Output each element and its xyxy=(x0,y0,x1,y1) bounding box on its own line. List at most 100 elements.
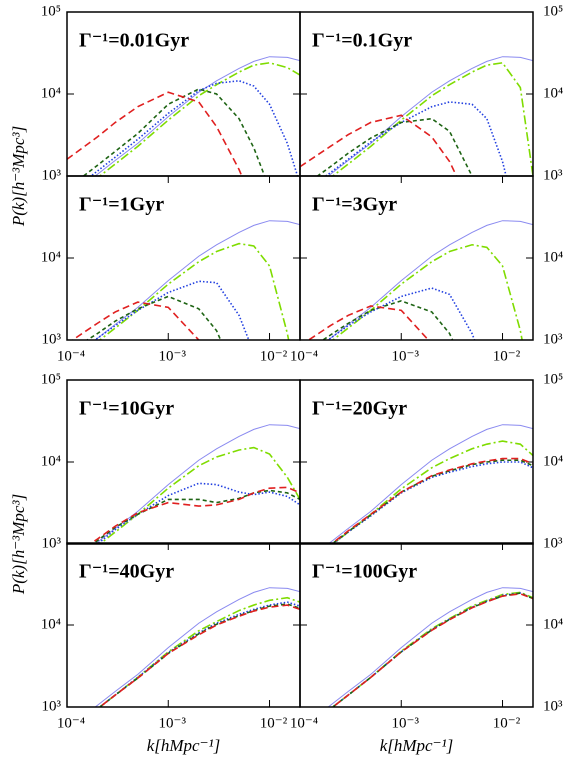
y-tick-label: 10⁴ xyxy=(543,616,563,632)
series-line xyxy=(331,243,523,340)
y-tick-label: 10³ xyxy=(42,331,62,347)
x-tick-label: 10⁻² xyxy=(260,715,288,731)
panel: 10³ 10⁴ 10⁵ Γ⁻¹=0.01Gyr P(k)[h⁻³Mpc³] xyxy=(9,3,301,227)
series-line xyxy=(331,591,533,707)
y-tick-label: 10³ xyxy=(42,698,62,714)
y-tick-label: 10⁴ xyxy=(41,249,61,265)
x-tick-label: 10⁻² xyxy=(493,348,521,364)
series-line xyxy=(327,220,533,340)
series-line xyxy=(330,459,533,544)
x-tick-label: 10⁻⁴ xyxy=(57,348,85,364)
panel-title: Γ⁻¹=0.01Gyr xyxy=(79,30,189,52)
panel-title: Γ⁻¹=10Gyr xyxy=(79,398,174,420)
y-axis-label: P(k)[h⁻³Mpc³] xyxy=(9,126,28,227)
x-tick-label: 10⁻⁴ xyxy=(290,715,318,731)
series-line xyxy=(94,220,300,340)
series-line xyxy=(98,604,300,707)
y-tick-label: 10⁵ xyxy=(41,3,61,19)
series-line xyxy=(330,457,533,544)
series-line xyxy=(331,440,533,544)
series-line xyxy=(98,62,300,176)
y-tick-label: 10⁴ xyxy=(543,453,563,469)
y-tick-label: 10⁴ xyxy=(543,249,563,265)
x-tick-label: 10⁻⁴ xyxy=(57,715,85,731)
series-line xyxy=(327,424,533,544)
series-line xyxy=(67,91,243,176)
y-tick-label: 10³ xyxy=(543,698,563,714)
series-line xyxy=(91,489,300,544)
series-line xyxy=(326,287,476,340)
y-tick-label: 10⁴ xyxy=(41,453,61,469)
panel-title: Γ⁻¹=40Gyr xyxy=(79,561,174,583)
series-line xyxy=(331,592,533,707)
panel: 10³ 10⁴ 10⁻⁴ 10⁻³ 10⁻² Γ⁻¹=3Gyr xyxy=(290,175,563,364)
y-tick-label: 10³ xyxy=(543,167,563,183)
series-line xyxy=(88,486,300,544)
y-tick-label: 10⁵ xyxy=(543,3,563,19)
series-line xyxy=(327,56,533,176)
series-line xyxy=(98,242,290,340)
series-line xyxy=(300,114,458,176)
series-line xyxy=(94,587,300,707)
x-tick-label: 10⁻³ xyxy=(159,348,187,364)
lines xyxy=(88,424,300,544)
lines xyxy=(300,56,533,176)
series-line xyxy=(98,601,300,707)
series-line xyxy=(331,592,533,707)
panel-frame xyxy=(299,175,534,341)
panel-frame xyxy=(299,542,534,708)
series-line xyxy=(331,593,533,707)
y-tick-label: 10⁴ xyxy=(41,85,61,101)
series-line xyxy=(98,446,300,544)
y-tick-label: 10⁴ xyxy=(41,616,61,632)
x-tick-label: 10⁻² xyxy=(260,348,288,364)
x-axis-label: k[hMpc⁻¹] xyxy=(147,736,221,755)
panel-title: Γ⁻¹=1Gyr xyxy=(79,194,164,216)
series-line xyxy=(85,295,222,340)
y-tick-label: 10³ xyxy=(543,535,563,551)
series-line xyxy=(327,587,533,707)
series-line xyxy=(321,300,454,340)
panel-title: Γ⁻¹=20Gyr xyxy=(312,398,407,420)
x-tick-label: 10⁻³ xyxy=(392,715,420,731)
panel-frame xyxy=(299,379,534,545)
x-axis-label: k[hMpc⁻¹] xyxy=(380,736,454,755)
series-line xyxy=(89,79,299,176)
y-tick-label: 10⁵ xyxy=(41,371,61,387)
series-line xyxy=(98,603,300,707)
panel: 10³ 10⁴ 10⁻⁴ 10⁻³ 10⁻² Γ⁻¹=100Gyr k[hMpc⁻¹] xyxy=(290,542,563,755)
series-line xyxy=(316,117,473,176)
panel: 10³ 10⁴ 10⁵ Γ⁻¹=10Gyr P(k)[h⁻³Mpc³] xyxy=(9,371,301,595)
series-line xyxy=(94,56,300,176)
panel: 10³ 10⁴ 10⁻⁴ 10⁻³ 10⁻² Γ⁻¹=40Gyr k[hMpc⁻¹] xyxy=(41,542,301,755)
x-tick-label: 10⁻² xyxy=(493,715,521,731)
series-line xyxy=(96,482,300,544)
x-tick-label: 10⁻³ xyxy=(159,715,187,731)
y-tick-label: 10⁵ xyxy=(543,371,563,387)
y-tick-label: 10³ xyxy=(42,535,62,551)
series-line xyxy=(98,596,300,707)
lines xyxy=(327,424,533,544)
panel: 10³ 10⁴ 10⁻⁴ 10⁻³ 10⁻² Γ⁻¹=1Gyr xyxy=(41,175,301,364)
y-tick-label: 10⁴ xyxy=(543,85,563,101)
series-line xyxy=(93,280,250,340)
panel-title: Γ⁻¹=0.1Gyr xyxy=(312,30,412,52)
panel-title: Γ⁻¹=3Gyr xyxy=(312,194,397,216)
series-line xyxy=(94,424,300,544)
y-axis-label: P(k)[h⁻³Mpc³] xyxy=(9,494,28,595)
panel-title: Γ⁻¹=100Gyr xyxy=(312,561,417,583)
x-tick-label: 10⁻³ xyxy=(392,348,420,364)
series-line xyxy=(82,88,266,176)
lines xyxy=(307,220,533,340)
y-tick-label: 10³ xyxy=(42,167,62,183)
y-tick-label: 10³ xyxy=(543,331,563,347)
x-tick-label: 10⁻⁴ xyxy=(290,348,318,364)
lines xyxy=(94,587,300,707)
panel: 10³ 10⁴ 10⁵ Γ⁻¹=20Gyr xyxy=(299,371,563,551)
lines xyxy=(67,56,300,176)
lines xyxy=(71,220,300,340)
lines xyxy=(327,587,533,707)
series-line xyxy=(331,61,533,176)
series-line xyxy=(331,461,533,544)
